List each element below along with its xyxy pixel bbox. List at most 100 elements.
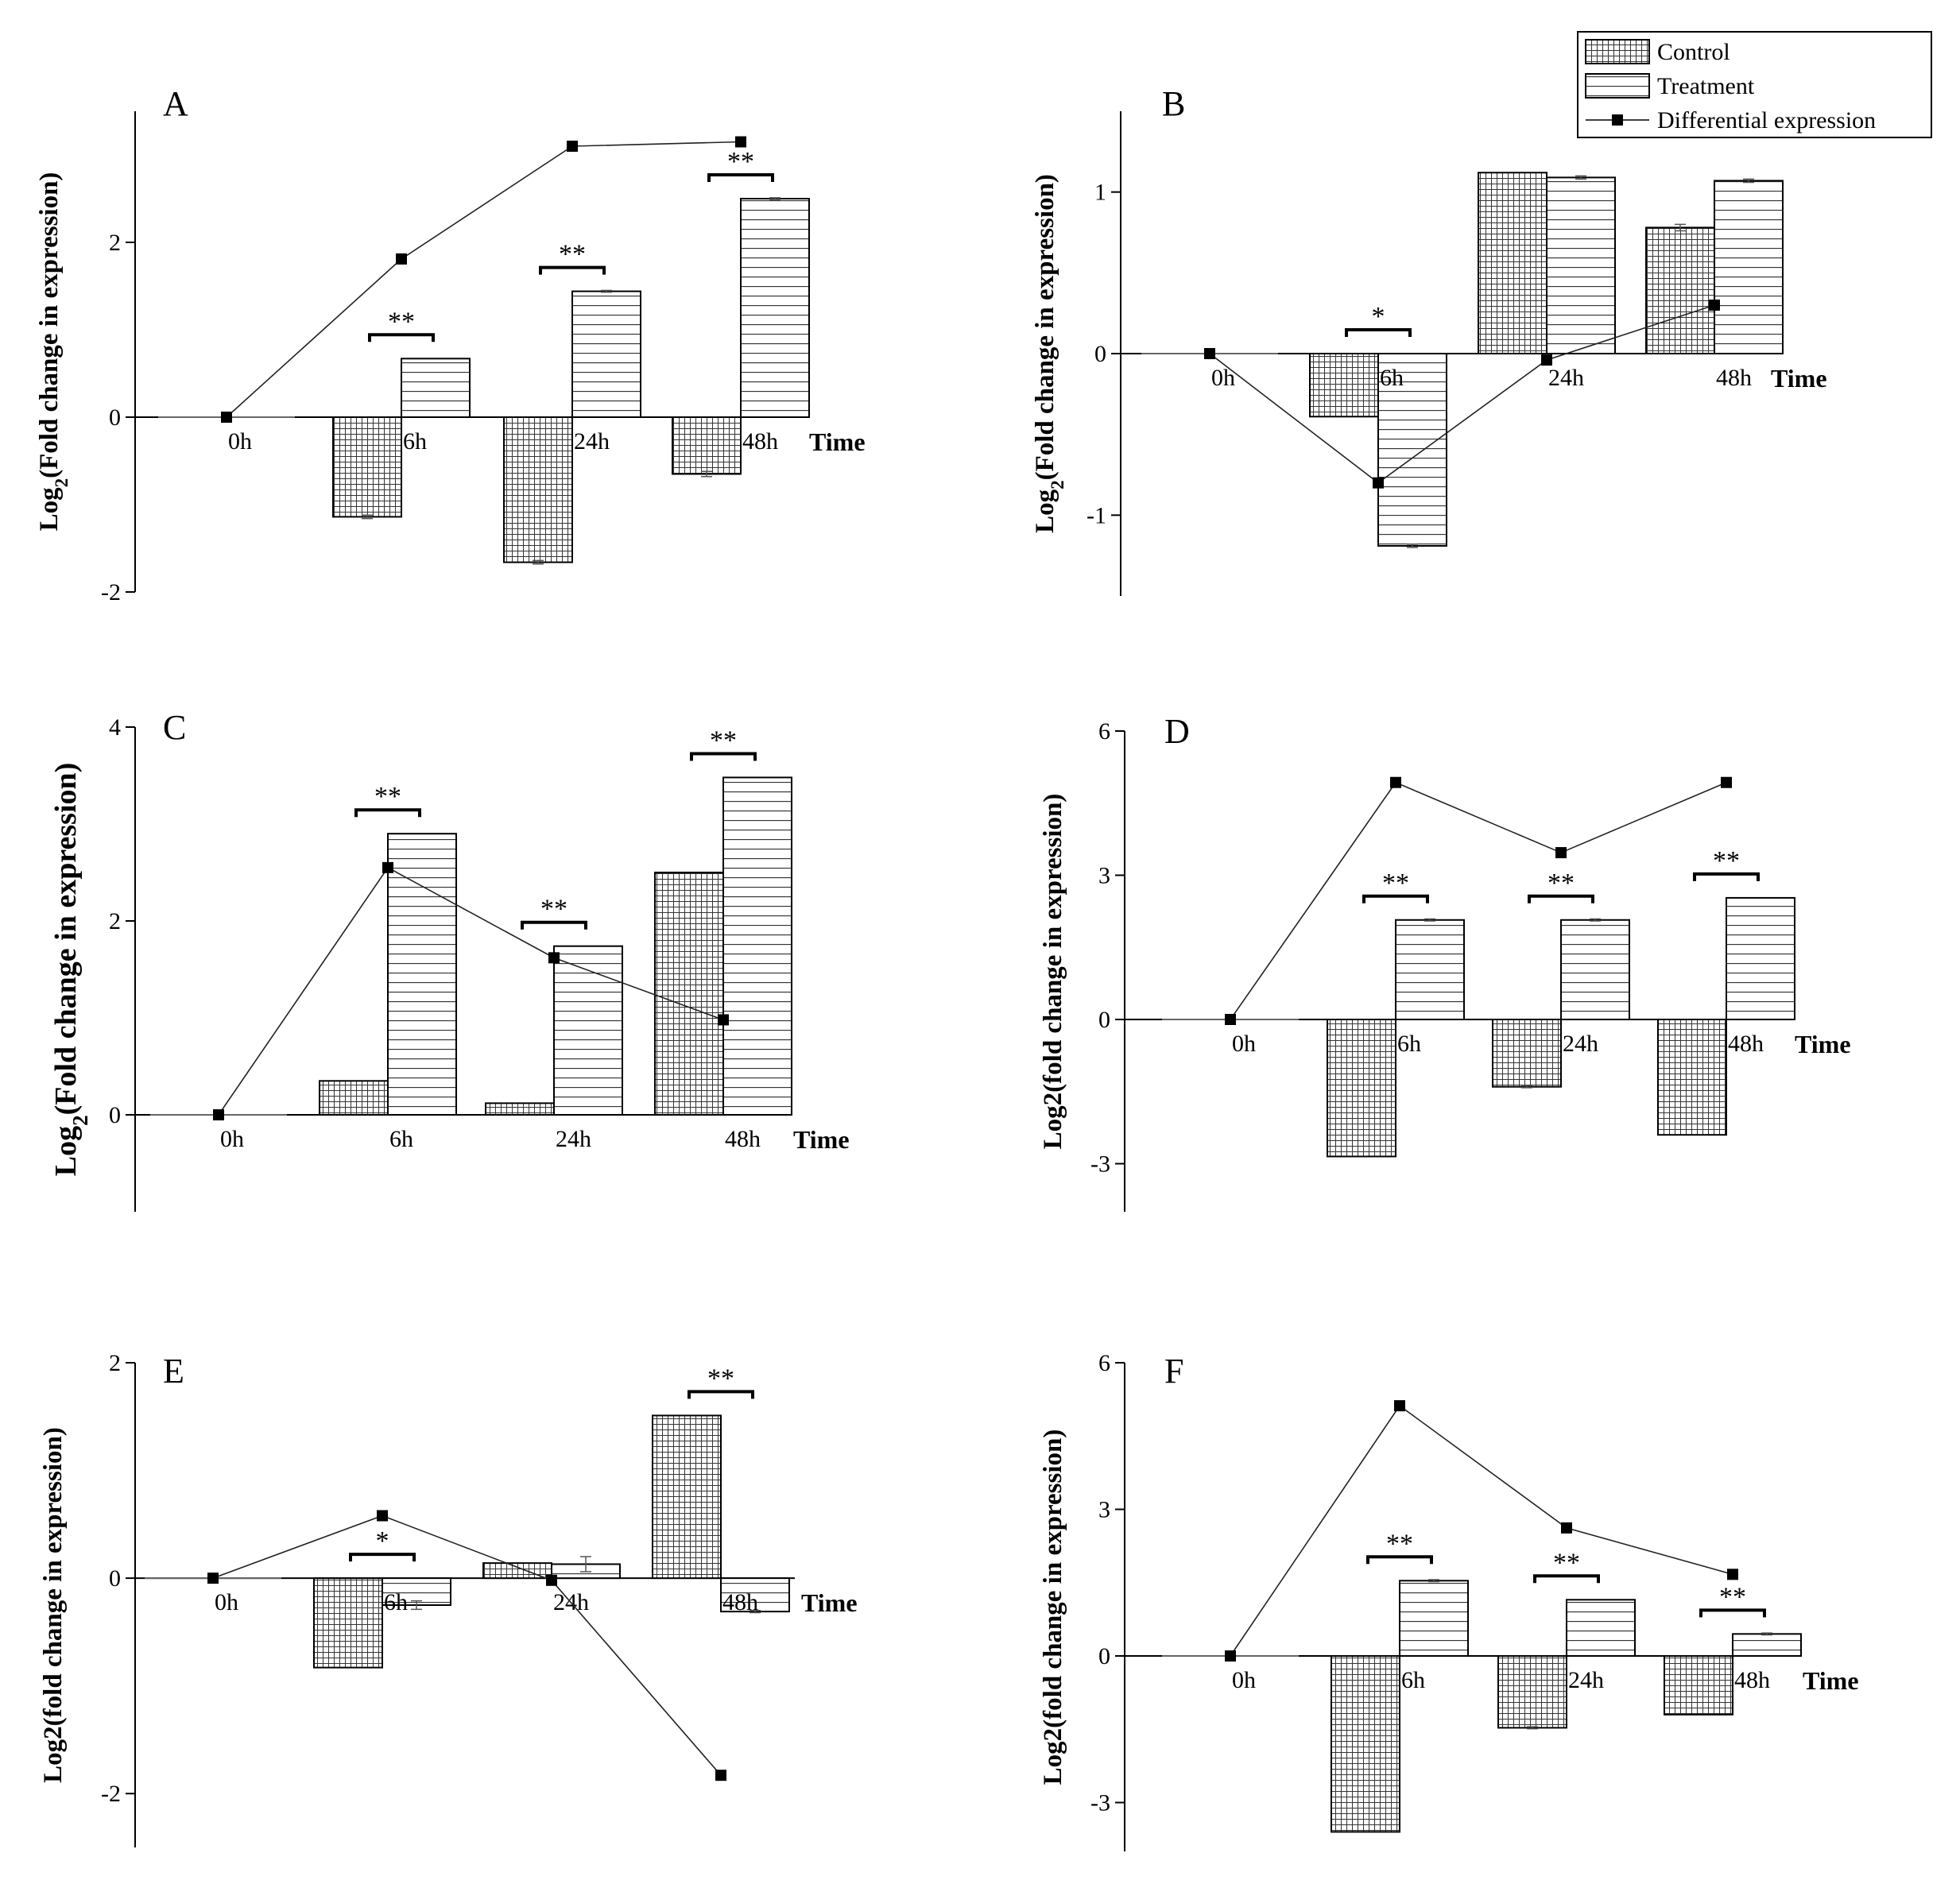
differential-point [1225,1014,1236,1025]
differential-point [718,1014,729,1026]
error-bar [1428,1579,1439,1583]
x-tick-label: 6h [389,1126,413,1152]
x-tick-label: 24h [1548,365,1584,391]
differential-line [226,141,742,418]
y-axis-title: Log2(Fold change in expression) [35,172,72,532]
control-bar [1478,172,1547,354]
legend-diff-marker [1612,114,1623,126]
differential-point [1204,348,1215,359]
y-tick-label: 2 [109,908,121,934]
y-axis-title: Log2(Fold change in expression) [49,763,92,1177]
error-bar [1761,1632,1772,1636]
x-axis-title: Time [1795,1030,1851,1058]
y-tick-label: -3 [1090,1790,1110,1816]
x-axis-title: Time [793,1125,850,1154]
x-tick-label: 0h [1232,1031,1256,1057]
panel-d: D -3 0 3 6 Log2(fold change in expression) Tim… [1039,712,1851,1212]
y-tick-label: 6 [1098,718,1110,745]
significance-label: ** [1553,1548,1580,1577]
control-bar [1331,1655,1400,1833]
panel-a: A -2 0 2 Log2(Fold change in expression) Time… [35,84,866,605]
y-tick-label: 2 [109,1350,121,1376]
legend: Control Treatment Differential expressio… [1577,31,1932,138]
panel-letter: E [163,1352,184,1391]
x-tick-label: 6h [384,1589,408,1615]
treatment-bar [1566,1599,1636,1658]
error-bar [533,559,544,565]
x-tick-label: 0h [1211,365,1235,391]
error-bar [362,514,373,520]
significance-bracket [368,333,435,342]
panel-letter: C [163,708,186,747]
differential-point [396,253,407,265]
x-tick-label: 6h [1380,365,1404,391]
differential-point [715,1770,726,1781]
differential-point [207,1573,219,1584]
y-tick-label: -3 [1090,1151,1110,1178]
treatment-bar [553,945,623,1116]
differential-line [1230,781,1727,1020]
y-tick-label: 0 [109,404,121,431]
y-axis-title: Log2(fold change in expression) [1039,794,1067,1150]
x-tick-label: 24h [1563,1031,1598,1057]
control-bar [652,1414,722,1580]
y-tick-label: 0 [109,1102,121,1128]
differential-point [1555,847,1567,859]
treatment-bar [720,1577,790,1613]
differential-point [1721,776,1732,788]
significance-bracket [707,173,774,182]
treatment-bar [722,776,792,1116]
differential-point [1709,300,1720,311]
significance-label: ** [1382,868,1409,898]
y-tick-label: 3 [1098,863,1110,889]
differential-point [735,136,746,148]
y-tick-label: 6 [1098,1350,1110,1376]
x-axis-title: Time [1771,364,1827,393]
significance-bracket [1533,1574,1600,1584]
x-axis-title: Time [801,1588,858,1617]
differential-line [1209,304,1715,484]
x-tick-label: 6h [1397,1031,1421,1057]
y-tick-label: 0 [109,1565,121,1592]
treatment-bar [1714,180,1784,354]
y-tick-label: 1 [1094,180,1106,206]
legend-treatment-swatch [1585,73,1650,99]
error-bar [1521,1085,1532,1089]
x-tick-label: 0h [220,1126,244,1152]
x-tick-label: 0h [228,428,252,455]
panel-letter: F [1164,1352,1183,1391]
x-tick-label: 24h [1568,1667,1604,1693]
significance-bracket [690,752,757,761]
differential-point [1225,1650,1236,1662]
differential-point [1373,477,1384,489]
x-tick-label: 48h [1734,1667,1770,1693]
control-bar [485,1102,555,1116]
significance-bracket [1699,1608,1766,1618]
significance-bracket [1362,894,1429,903]
x-tick-label: 0h [215,1589,238,1615]
control-bar [1664,1655,1733,1716]
differential-line [212,1515,722,1776]
treatment-bar [1399,1580,1469,1658]
panel-letter: A [163,84,188,123]
control-bar [332,416,402,518]
differential-point [213,1109,224,1120]
x-tick-label: 0h [1232,1667,1256,1693]
error-bar [1743,178,1754,184]
y-axis-title: Log2(Fold change in expression) [1031,174,1067,533]
x-tick-label: 48h [1716,365,1752,391]
differential-point [1390,776,1401,788]
x-tick-label: 48h [1728,1031,1764,1057]
y-tick-label: 4 [109,714,121,741]
significance-label: * [376,1526,389,1556]
x-tick-label: 24h [574,428,610,455]
significance-bracket [1693,872,1760,881]
significance-label: ** [727,147,754,176]
x-tick-label: 6h [403,428,427,455]
y-tick-label: 0 [1098,1007,1110,1033]
differential-line [218,866,724,1116]
y-tick-label: -2 [101,579,121,605]
control-bar [313,1577,383,1669]
error-bar [601,289,612,293]
